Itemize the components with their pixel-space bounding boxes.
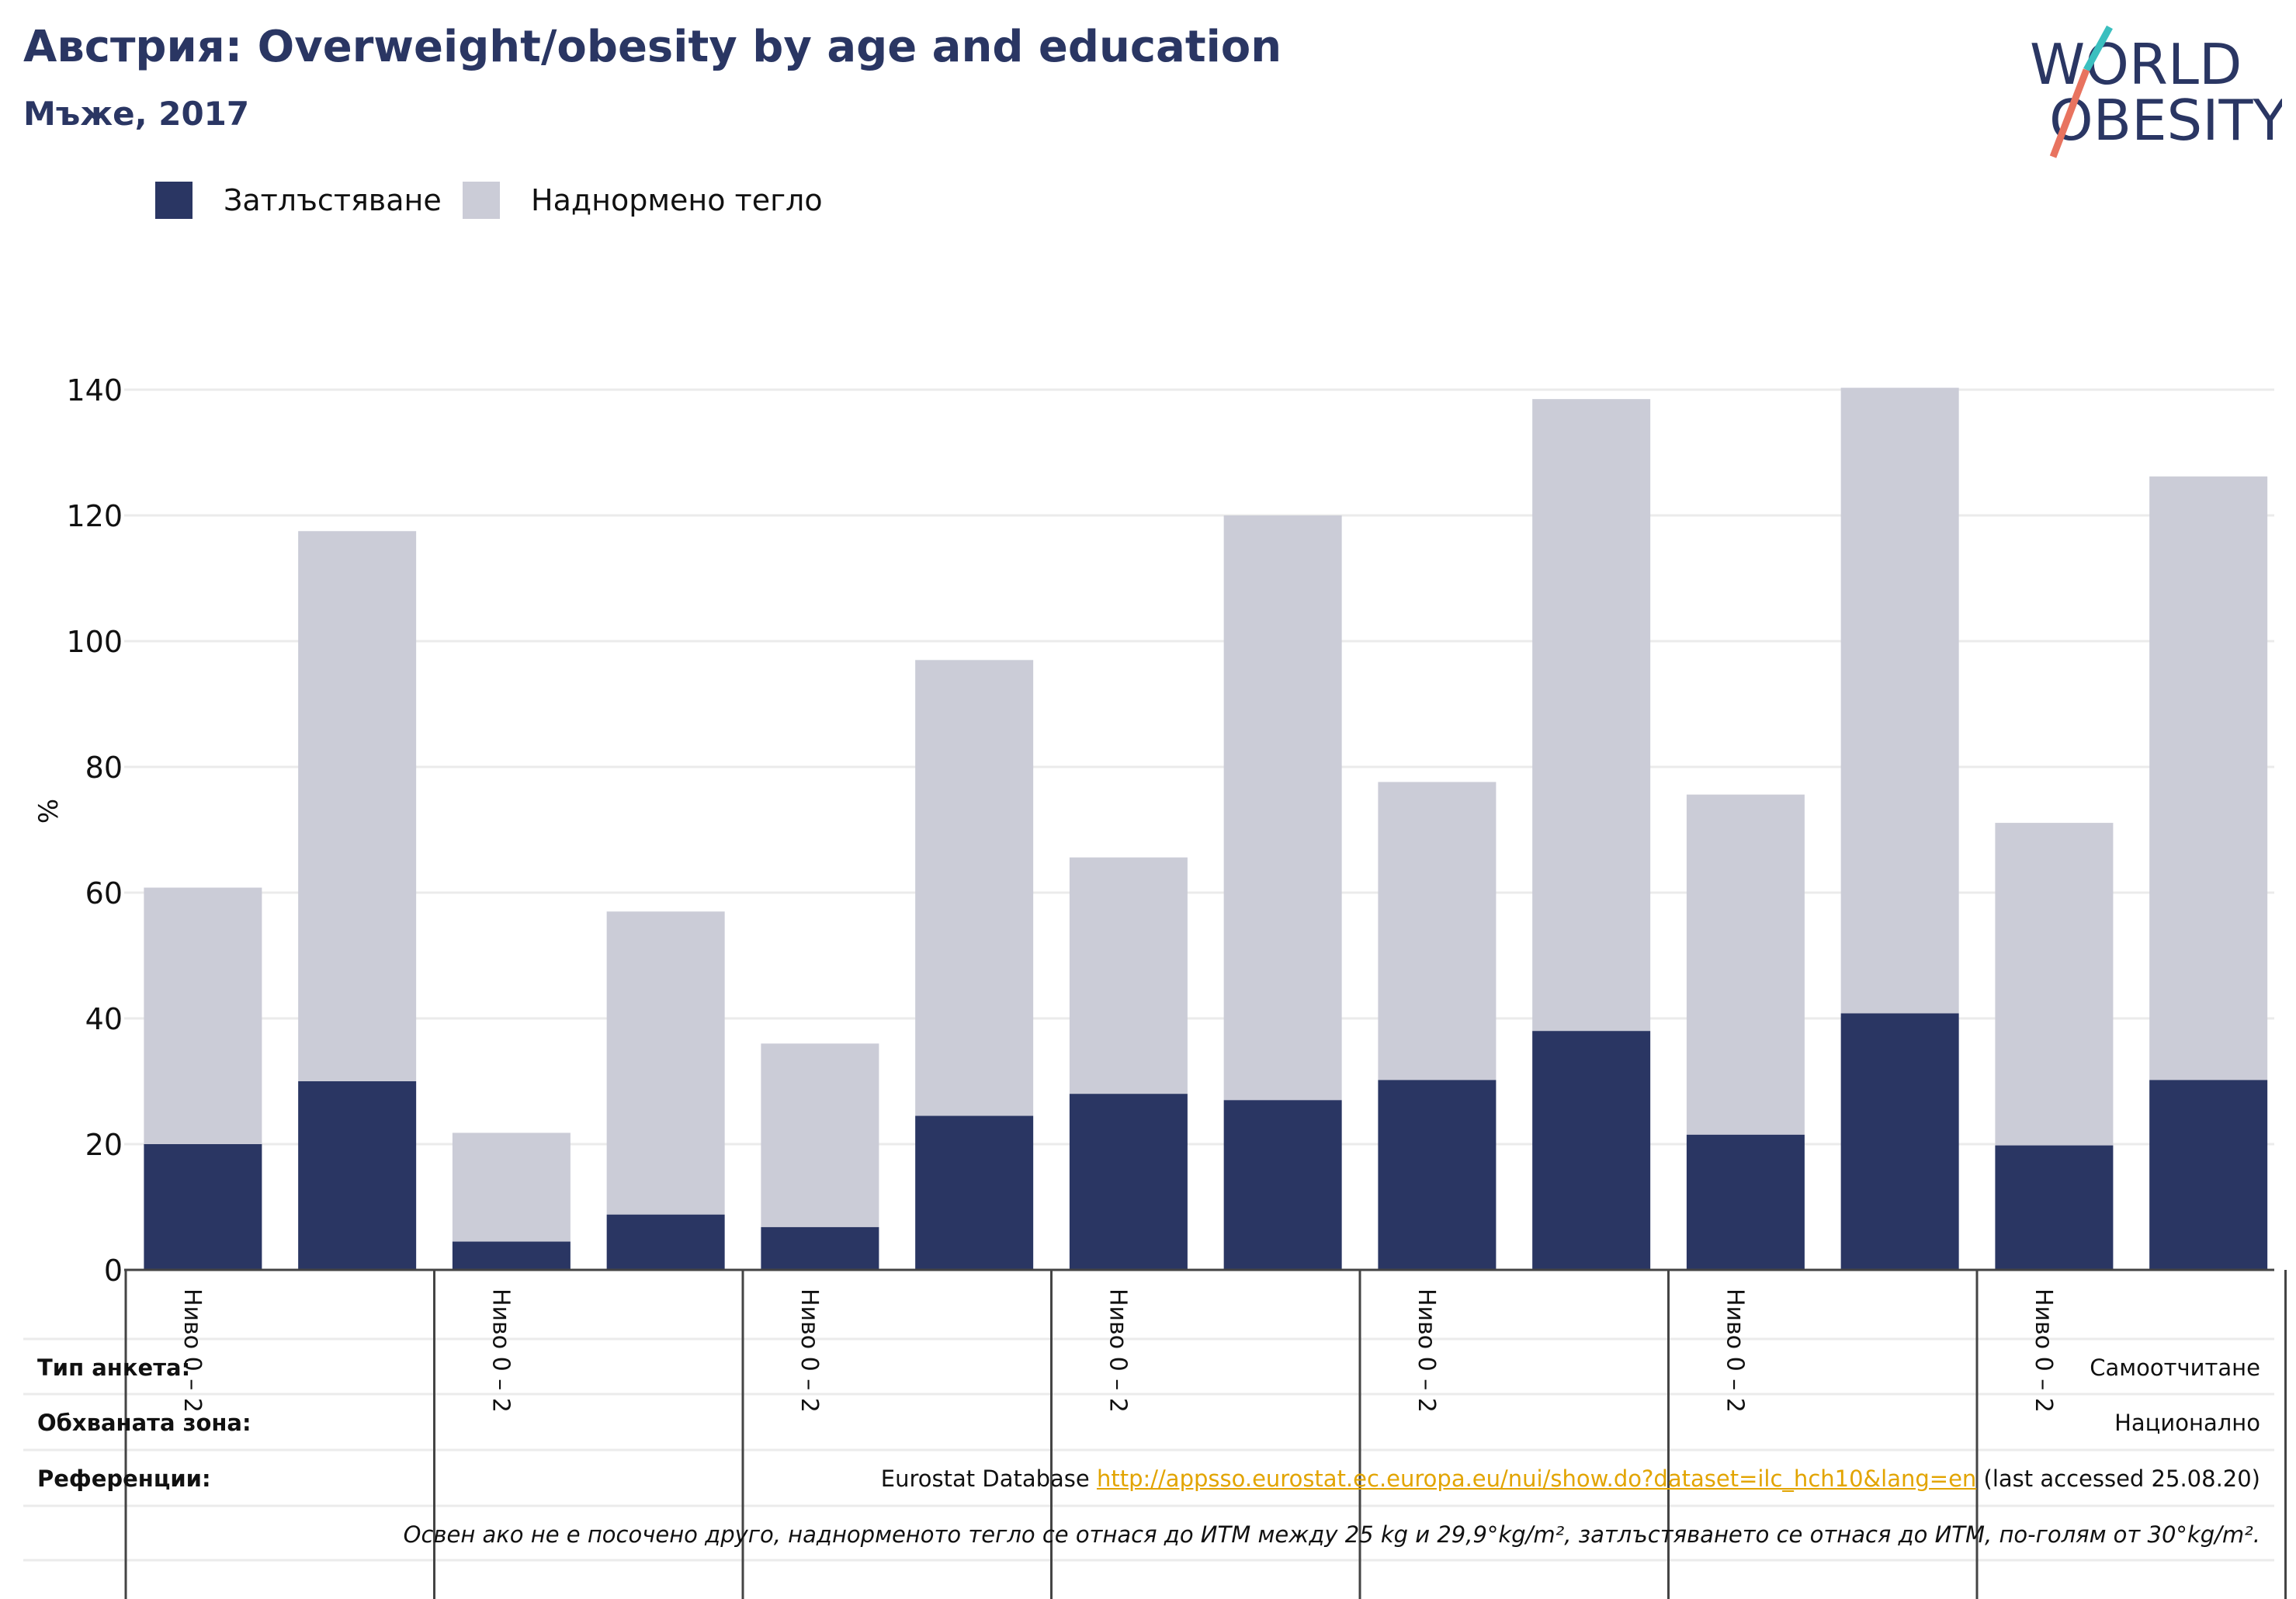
bar-obesity <box>1223 1100 1342 1270</box>
bar-obesity <box>606 1214 725 1270</box>
bar-obesity <box>761 1226 879 1270</box>
bar-obesity <box>452 1241 571 1270</box>
coverage-label: Обхваната зона: <box>37 1410 251 1436</box>
logo-text-world: WORLD <box>2030 32 2242 97</box>
bar-obesity <box>1069 1094 1188 1270</box>
bar-overweight <box>1223 515 1342 1101</box>
reference-suffix: (last accessed 25.08.20) <box>1976 1465 2261 1492</box>
x-group-label: Ниво 0 – 2 <box>1722 1289 1749 1413</box>
legend-label-overweight: Наднормено тегло <box>531 183 823 217</box>
y-tick-label: 120 <box>66 499 123 533</box>
bar-overweight <box>2149 476 2268 1080</box>
survey-type-label: Тип анкета: <box>37 1354 191 1381</box>
bar-obesity <box>1686 1134 1805 1270</box>
bar-overweight <box>606 911 725 1215</box>
x-group-label: Ниво 0 – 2 <box>487 1289 515 1413</box>
bar-obesity <box>1995 1145 2114 1270</box>
references-value: Eurostat Database http://appsso.eurostat… <box>881 1465 2260 1492</box>
footer-coverage: Обхваната зона: Национално <box>23 1394 2274 1448</box>
y-tick-label: 80 <box>85 751 123 785</box>
world-obesity-logo: WORLD OBESITY <box>2030 25 2282 158</box>
bar-obesity <box>144 1144 262 1270</box>
references-label: Референции: <box>37 1465 211 1492</box>
bar-overweight <box>1995 823 2114 1146</box>
x-group-label: Ниво 0 – 2 <box>2030 1289 2057 1413</box>
bar-obesity <box>2149 1080 2268 1270</box>
y-tick-label: 100 <box>66 625 123 659</box>
bar-overweight <box>761 1043 879 1227</box>
x-group-label: Ниво 0 – 2 <box>179 1289 206 1413</box>
reference-prefix: Eurostat Database <box>880 1465 1097 1492</box>
survey-type-value: Самоотчитане <box>2090 1354 2260 1381</box>
legend-swatch-obesity <box>155 182 192 219</box>
y-axis-title: % <box>33 799 64 824</box>
bar-overweight <box>915 660 1034 1116</box>
chart-subtitle: Мъже, 2017 <box>23 95 250 133</box>
bar-overweight <box>1378 782 1497 1080</box>
x-group-label: Ниво 0 – 2 <box>1413 1289 1440 1413</box>
bar-obesity <box>915 1115 1034 1270</box>
x-group-label: Ниво 0 – 2 <box>796 1289 823 1413</box>
y-tick-label: 140 <box>66 373 123 408</box>
x-group-label: Ниво 0 – 2 <box>1105 1289 1132 1413</box>
legend-label-obesity: Затлъстяване <box>224 183 442 217</box>
bar-overweight <box>298 531 417 1081</box>
bar-obesity <box>1378 1080 1497 1270</box>
y-tick-label: 0 <box>104 1254 123 1288</box>
y-tick-label: 40 <box>85 1002 123 1036</box>
y-tick-label: 20 <box>85 1128 123 1162</box>
bar-overweight <box>1840 387 1959 1014</box>
bar-overweight <box>144 887 262 1144</box>
footer-survey-type: Тип анкета: Самоотчитане <box>23 1339 2274 1393</box>
bar-obesity <box>1532 1031 1651 1270</box>
logo-slash-bottom <box>2049 68 2090 158</box>
legend-swatch-overweight <box>463 182 500 219</box>
footer-note: Освен ако не е посочено друго, наднормен… <box>23 1506 2274 1560</box>
footer-references: Референции: Eurostat Database http://app… <box>23 1450 2274 1504</box>
footer-note-text: Освен ако не е посочено друго, наднормен… <box>403 1521 2260 1548</box>
bar-overweight <box>1532 399 1651 1032</box>
bar-obesity <box>1840 1013 1959 1270</box>
logo-text-obesity: OBESITY <box>2049 88 2282 153</box>
bar-overweight <box>1069 857 1188 1094</box>
bar-overweight <box>1686 794 1805 1135</box>
coverage-value: Национално <box>2114 1410 2260 1436</box>
logo-slash-top <box>2083 25 2113 72</box>
y-tick-label: 60 <box>85 876 123 910</box>
bar-obesity <box>298 1081 417 1270</box>
reference-link[interactable]: http://appsso.eurostat.ec.europa.eu/nui/… <box>1096 1465 1977 1492</box>
chart-title: Австрия: Overweight/obesity by age and e… <box>23 22 1282 72</box>
bar-overweight <box>452 1132 571 1242</box>
